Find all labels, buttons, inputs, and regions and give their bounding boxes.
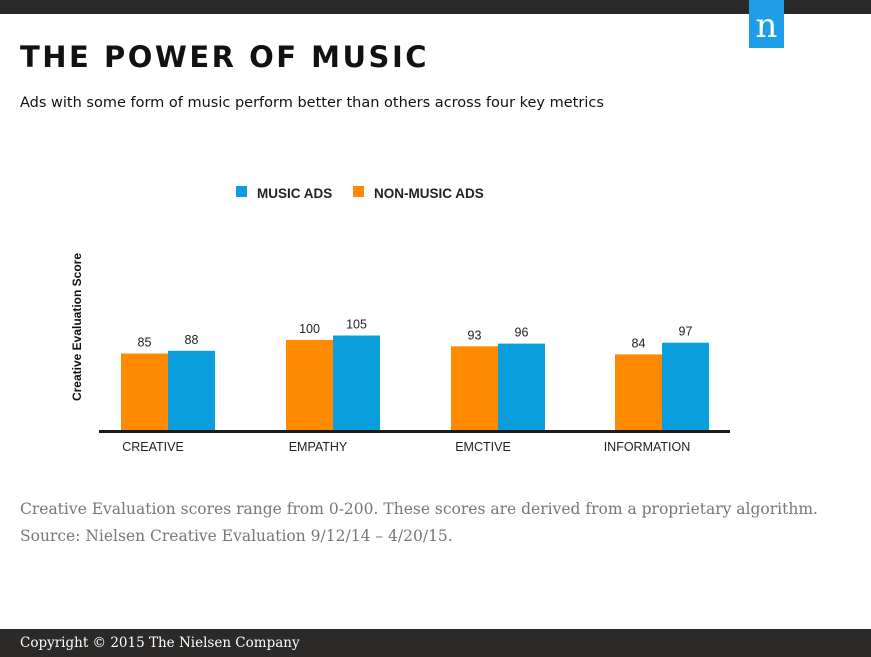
copyright-text: Copyright © 2015 The Nielsen Company [20,635,300,651]
data-label-music-3: 97 [679,325,693,339]
bar-music-1 [333,335,380,430]
page-title: THE POWER OF MUSIC [20,40,430,74]
bar-music-2 [498,343,545,430]
source-note: Source: Nielsen Creative Evaluation 9/12… [20,527,453,545]
y-axis-label: Creative Evaluation Score [70,253,84,401]
legend-label-0: MUSIC ADS [257,186,332,201]
legend-label-1: NON-MUSIC ADS [374,186,484,201]
category-label-1: EMPATHY [289,440,348,454]
data-label-music-0: 88 [185,333,199,347]
bar-music-3 [662,342,709,430]
data-label-music-2: 96 [515,326,529,340]
nielsen-logo: n [749,0,784,48]
legend-swatch-1 [353,186,364,197]
data-label-non-music-0: 85 [138,336,152,350]
category-label-0: CREATIVE [122,440,184,454]
bar-non-music-0 [121,353,168,430]
data-label-music-1: 105 [346,318,367,332]
data-label-non-music-3: 84 [632,336,646,350]
bar-non-music-3 [615,354,662,430]
bar-chart: MUSIC ADS NON-MUSIC ADS Creative Evaluatio… [70,186,730,454]
footer-bar: Copyright © 2015 The Nielsen Company [0,629,871,657]
legend-swatch-0 [236,186,247,197]
category-label-3: INFORMATION [604,440,691,454]
data-label-non-music-2: 93 [468,328,482,342]
top-bar [0,0,871,14]
x-axis-line [99,430,730,433]
bar-non-music-2 [451,346,498,430]
bar-music-0 [168,350,215,430]
bar-non-music-1 [286,340,333,430]
category-label-2: EMCTIVE [455,440,511,454]
page-subtitle: Ads with some form of music perform bett… [20,95,604,111]
data-label-non-music-1: 100 [299,322,320,336]
scores-note: Creative Evaluation scores range from 0-… [20,500,818,518]
